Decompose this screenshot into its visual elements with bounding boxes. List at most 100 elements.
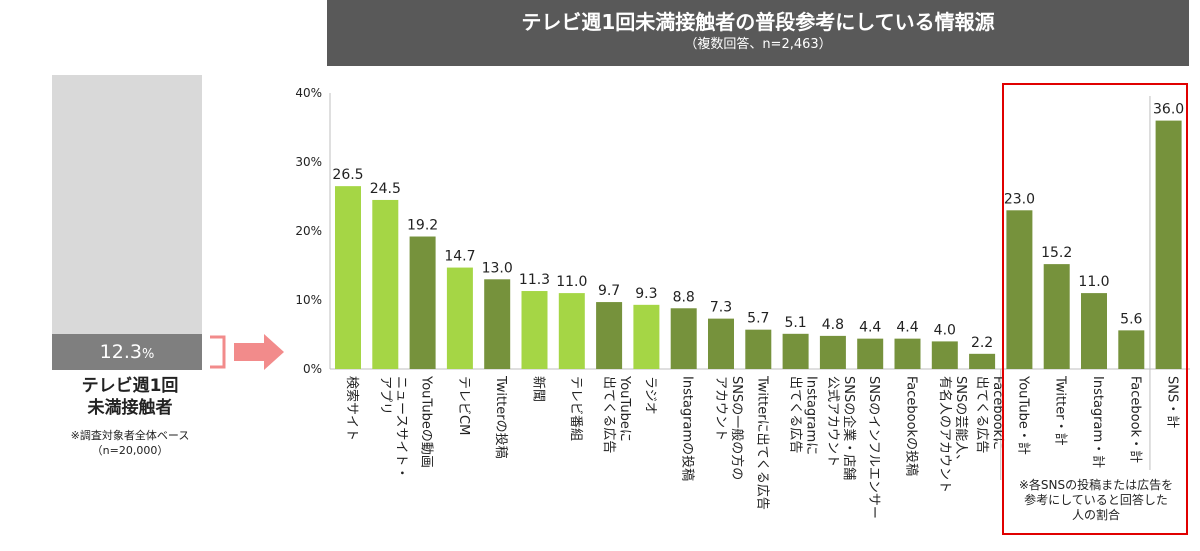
y-tick-label: 30% — [295, 155, 322, 169]
category-label: ニュースサイト・ — [393, 376, 408, 479]
value-label: 8.8 — [673, 289, 695, 305]
left-label-line2: 未満接触者 — [87, 398, 173, 418]
value-label: 24.5 — [370, 181, 401, 197]
category-labels: 検索サイト アプリ ニュースサイト・ YouTubeの動画 テレビCM Twitterの投… — [344, 375, 1181, 519]
bar — [1118, 330, 1145, 369]
bar — [409, 236, 436, 369]
title-banner: テレビ週1回未満接触者の普段参考にしている情報源 （複数回答、n=2,463） — [327, 0, 1189, 66]
value-label: 14.7 — [444, 249, 475, 265]
bar — [969, 353, 996, 369]
left-note-line2: （n=20,000） — [91, 444, 169, 457]
category-label: 出てくる広告 — [601, 376, 616, 453]
left-bar-background — [52, 75, 202, 370]
category-label: アプリ — [377, 376, 392, 415]
bar — [558, 293, 585, 369]
bar — [633, 304, 660, 369]
bar — [708, 318, 734, 369]
bar — [372, 199, 399, 369]
left-bar-value: 12.3 — [99, 341, 142, 363]
value-label: 5.7 — [747, 311, 769, 327]
value-label: 26.5 — [332, 167, 363, 183]
category-label: Twitterの投稿 — [493, 375, 509, 459]
y-tick-label: 10% — [295, 293, 322, 307]
bar — [782, 333, 809, 369]
bar — [484, 279, 511, 369]
category-label: SNSの芸能人、 — [953, 376, 969, 467]
bar — [670, 308, 697, 369]
connector-arrow — [210, 334, 284, 370]
value-label: 13.0 — [482, 260, 513, 276]
category-label: Facebook・計 — [1127, 376, 1143, 463]
value-label: 4.4 — [859, 320, 881, 336]
connector-arrow-head — [234, 334, 284, 370]
value-label: 4.8 — [822, 317, 844, 333]
bar — [596, 302, 623, 369]
sns-note: ※各SNSの投稿または広告を 参考にしていると回答した 人の割合 — [1008, 478, 1184, 523]
sns-note-line2: 参考にしていると回答した — [1024, 493, 1168, 507]
bar — [1081, 293, 1107, 369]
category-label: 公式アカウント — [825, 376, 840, 467]
bar — [335, 186, 361, 369]
value-labels: 26.5 24.5 19.2 14.7 13.0 11.3 11.0 9.7 9.3 8.8 7.3… — [332, 102, 1184, 351]
bar — [819, 335, 846, 369]
left-bar-label: テレビ週1回 未満接触者 — [30, 375, 230, 419]
bar — [931, 341, 958, 369]
category-label: Instagram・計 — [1090, 376, 1106, 468]
category-label: 出てくる広告 — [788, 376, 803, 453]
value-label: 5.1 — [784, 315, 806, 331]
category-label: YouTubeに — [617, 375, 632, 442]
category-label: Twitter・計 — [1053, 375, 1069, 446]
y-tick-label: 0% — [303, 362, 322, 376]
category-label: SNSのインフルエンサー — [866, 376, 881, 519]
category-label: ラジオ — [642, 376, 657, 415]
bar — [745, 329, 772, 369]
value-label: 4.4 — [896, 320, 918, 336]
category-label: YouTube・計 — [1015, 375, 1031, 455]
left-bar-fill: 12.3% — [52, 334, 202, 370]
value-label: 15.2 — [1041, 245, 1072, 261]
value-label: 4.0 — [934, 322, 956, 338]
left-label-line1: テレビ週1回 — [81, 376, 179, 396]
value-label: 9.7 — [598, 283, 620, 299]
bar — [894, 338, 921, 369]
category-label: Facebookに — [990, 376, 1005, 450]
category-label: テレビCM — [456, 376, 471, 435]
left-bar-note: ※調査対象者全体ベース （n=20,000） — [30, 428, 230, 458]
sns-note-line1: ※各SNSの投稿または広告を — [1018, 478, 1174, 492]
category-label: アカウント — [713, 376, 728, 441]
category-label: 新聞 — [531, 376, 547, 402]
left-note-line1: ※調査対象者全体ベース — [70, 429, 190, 442]
bar — [1006, 210, 1033, 369]
category-label: YouTubeの動画 — [419, 375, 434, 468]
value-label: 11.0 — [556, 274, 587, 290]
y-tick-label: 20% — [295, 224, 322, 238]
value-label: 11.3 — [519, 272, 550, 288]
sns-total-highlight-box — [1002, 83, 1188, 535]
category-label: Twitterに出てくる広告 — [754, 375, 769, 510]
value-label: 36.0 — [1153, 102, 1184, 118]
category-label: Facebookの投稿 — [904, 376, 920, 476]
value-label: 23.0 — [1004, 191, 1035, 207]
value-label: 5.6 — [1120, 311, 1142, 327]
bar — [521, 291, 548, 369]
category-label: テレビ番組 — [568, 376, 583, 441]
value-label: 19.2 — [407, 218, 438, 234]
chart-title: テレビ週1回未満接触者の普段参考にしている情報源 — [521, 10, 995, 34]
bar — [446, 267, 473, 369]
connector-bracket — [210, 335, 226, 369]
category-label: Instagramに — [804, 376, 819, 455]
value-label: 11.0 — [1078, 274, 1109, 290]
bar — [857, 338, 884, 369]
value-label: 2.2 — [971, 335, 993, 351]
sns-note-line3: 人の割合 — [1071, 508, 1120, 522]
value-label: 9.3 — [635, 286, 657, 302]
bars — [335, 120, 1182, 369]
category-label: SNSの一般の方の — [729, 376, 745, 480]
category-label: 出てくる広告 — [974, 376, 989, 453]
bar — [1043, 264, 1070, 369]
category-label: Instagramの投稿 — [680, 376, 696, 481]
category-label: 有名人のアカウント — [937, 376, 953, 493]
value-label: 7.3 — [710, 300, 732, 316]
category-label: SNSの企業・店舗 — [841, 376, 857, 480]
